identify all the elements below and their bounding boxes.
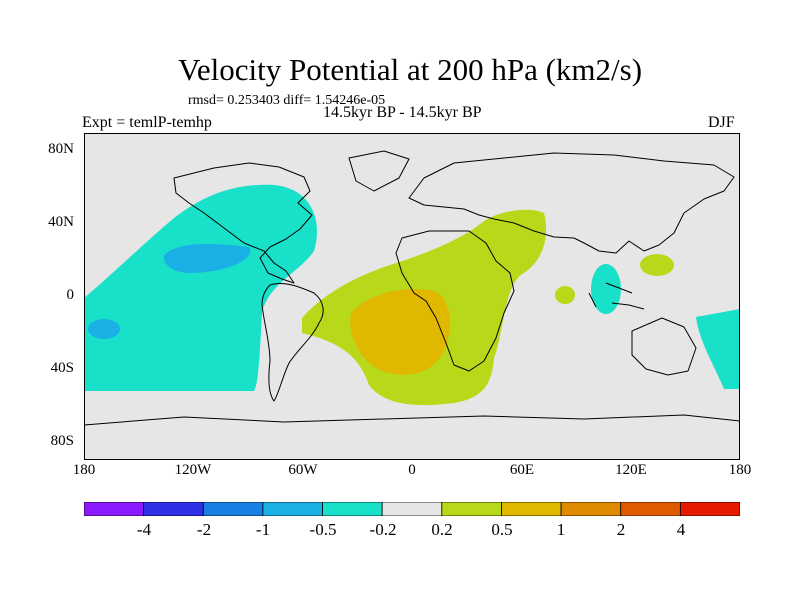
- coast-antarctica: [84, 414, 740, 426]
- lat-label-40s: 40S: [50, 360, 74, 376]
- lat-label-eq: 0: [66, 287, 75, 303]
- colorbar-swatch: [322, 502, 383, 516]
- coast-north-america: [173, 162, 313, 284]
- lon-label-0: 0: [408, 462, 416, 478]
- colorbar-swatch: [262, 502, 323, 516]
- contour-neg-pacific-core: [163, 244, 251, 274]
- colorbar-label: -4: [136, 520, 152, 539]
- plot-title: Velocity Potential at 200 hPa (km2/s): [177, 52, 643, 87]
- colorbar-label: -0.5: [309, 520, 337, 539]
- contour-neg-indonesia: [591, 264, 621, 314]
- contour-neg-pacific-south-core: [88, 319, 120, 339]
- contour-neg-pacific: [84, 184, 318, 391]
- coast-africa: [395, 230, 515, 372]
- lon-label-120w: 120W: [174, 462, 212, 478]
- coast-eurasia: [408, 152, 735, 254]
- colorbar-label: -2: [196, 520, 212, 539]
- stats-text: rmsd= 0.253403 diff= 1.54246e-05: [188, 93, 386, 108]
- coast-maritime-islands: [588, 282, 645, 310]
- contour-pos-arabian-sea: [555, 286, 575, 304]
- colorbar-swatch: [679, 502, 740, 516]
- colorbar-label: 0.5: [491, 520, 513, 539]
- colorbar-label: -0.2: [369, 520, 397, 539]
- colorbar-swatch: [441, 502, 502, 516]
- lon-label-120e: 120E: [615, 462, 647, 478]
- contour-neg-dateline: [696, 309, 740, 389]
- coast-greenland: [348, 150, 410, 192]
- colorbar-swatch: [143, 502, 204, 516]
- colorbar-label: -1: [255, 520, 271, 539]
- lon-label-60e: 60E: [509, 462, 535, 478]
- lat-label-80n: 80N: [48, 141, 74, 157]
- lon-label-60w: 60W: [288, 462, 318, 478]
- period-label: 14.5kyr BP - 14.5kyr BP: [323, 104, 482, 121]
- colorbar-swatch: [501, 502, 562, 516]
- colorbar-swatch: [560, 502, 622, 516]
- colorbar-label: 0.2: [431, 520, 453, 539]
- colorbar-label: 4: [676, 520, 686, 539]
- contour-pos-india-east: [640, 254, 674, 276]
- lon-label-180e: 180: [728, 462, 752, 478]
- coastline-layer: [84, 150, 740, 426]
- contour-fill-layer: [84, 184, 740, 406]
- colorbar-label: 1: [556, 520, 566, 539]
- colorbar-swatch: [202, 502, 264, 516]
- colorbar-swatch: [381, 502, 443, 516]
- map-panel: [84, 133, 740, 460]
- colorbar-swatch: [84, 502, 145, 516]
- experiment-label: Expt = temlP-temhp: [82, 114, 212, 131]
- coast-south-america: [261, 282, 324, 402]
- lat-label-40n: 40N: [48, 214, 74, 230]
- colorbar: [84, 502, 740, 516]
- colorbar-swatch: [620, 502, 681, 516]
- coast-australia: [631, 317, 697, 376]
- lon-label-180w: 180: [72, 462, 96, 478]
- lat-label-80s: 80S: [50, 433, 74, 449]
- contour-pos-core-atlantic: [350, 289, 450, 375]
- colorbar-label: 2: [616, 520, 626, 539]
- season-label: DJF: [708, 114, 735, 131]
- map-frame: [84, 133, 740, 460]
